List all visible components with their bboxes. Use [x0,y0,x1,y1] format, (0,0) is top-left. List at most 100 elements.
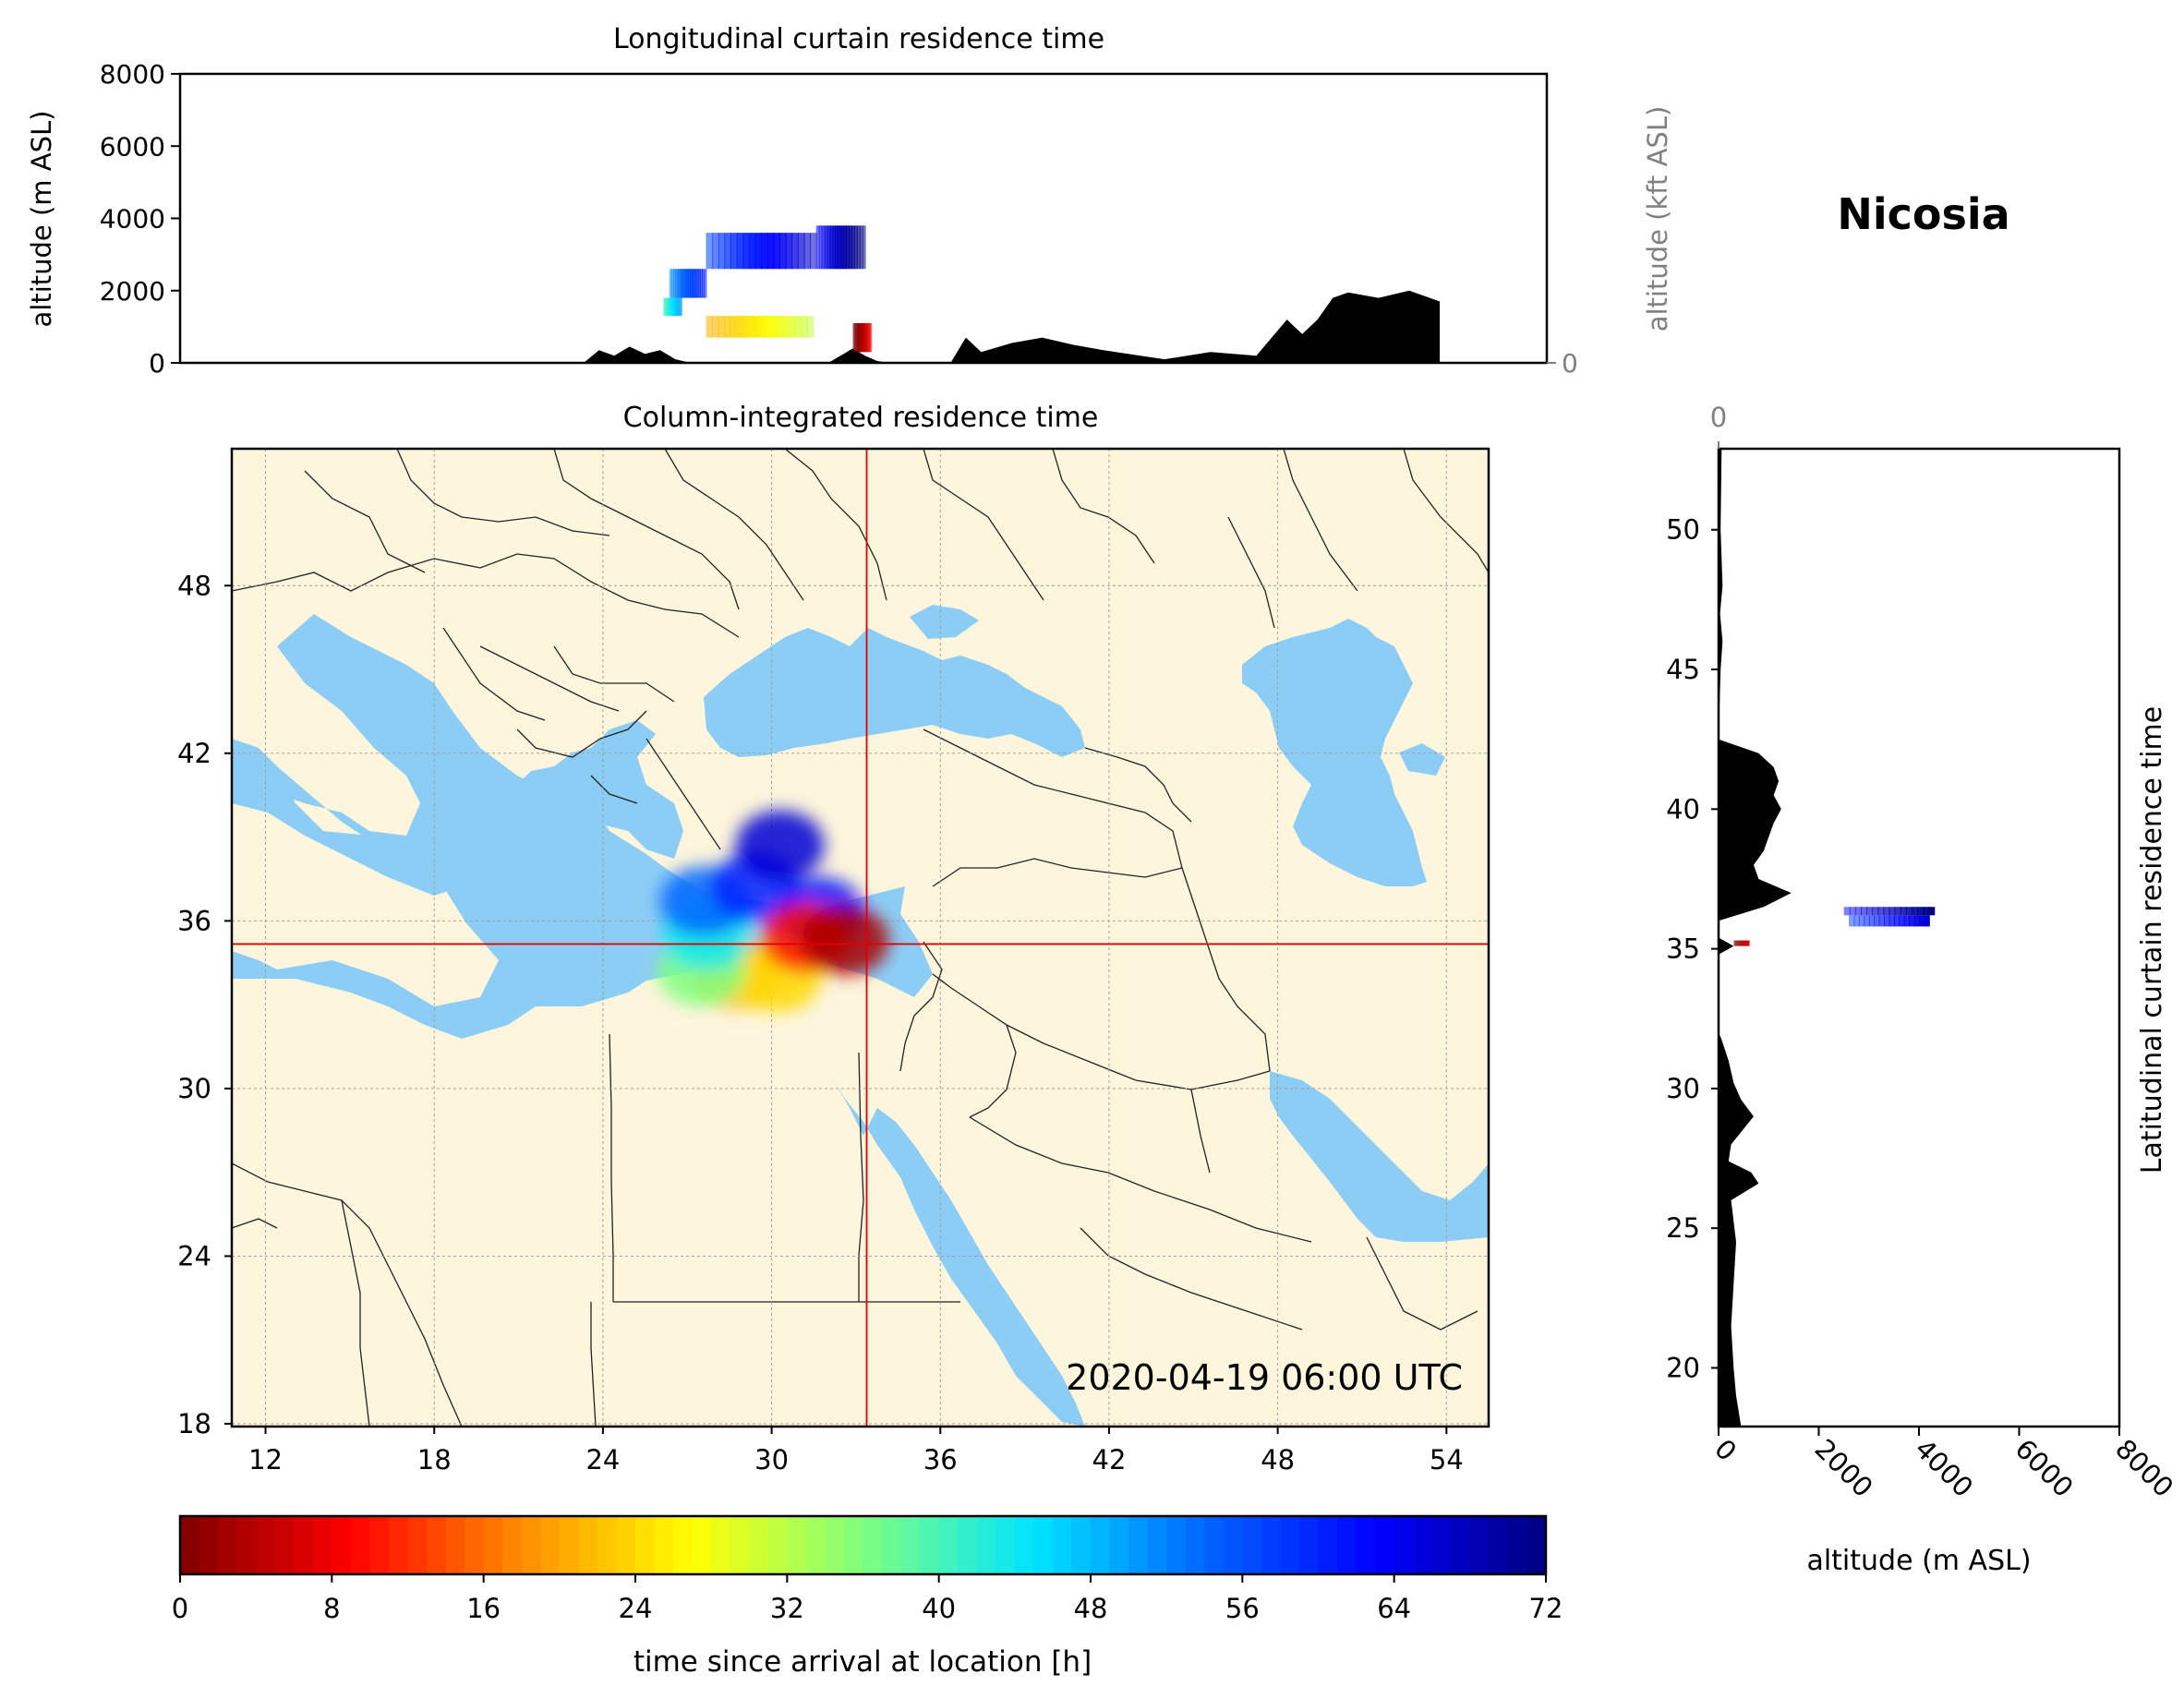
longitudinal-residence-cell [692,269,695,298]
longitudinal-residence-cell [785,233,793,270]
colorbar-cell [1223,1516,1243,1574]
colorbar-cell [312,1516,332,1574]
colorbar-tick-label: 40 [922,1593,956,1624]
colorbar-cell [1298,1516,1320,1574]
map-seas [232,605,1489,1427]
latitudinal-y-tick-label: 40 [1666,793,1700,825]
colorbar-cell [616,1516,636,1574]
colorbar-tick-label: 8 [323,1593,340,1624]
latitudinal-residence-cell [1928,907,1936,916]
colorbar-ticks: 0 8 16 24 32 40 48 56 64 72 [172,1574,1563,1624]
longitudinal-terrain [180,290,1441,363]
colorbar-tick-label: 48 [1074,1593,1108,1624]
colorbar-cell [882,1516,902,1574]
colorbar-cell [1242,1516,1262,1574]
colorbar-cell [900,1516,921,1574]
longitudinal-residence-cell [855,322,858,353]
location-title: Nicosia [1837,189,2009,239]
longitudinal-residence-cell [863,322,865,353]
longitudinal-residence-cell [706,233,714,270]
latitudinal-residence-cell [1737,940,1740,946]
plume-core [735,810,825,881]
longitudinal-y-tick-label: 8000 [100,59,165,90]
latitudinal-residence-cell [1899,915,1905,927]
longitudinal-residence-cell [862,225,866,270]
colorbar-cell [483,1516,503,1574]
colorbar-cell [1185,1516,1205,1574]
latitudinal-residence-band [1849,915,1930,927]
colorbar-cell [1052,1516,1073,1574]
latitudinal-residence-cell [1853,915,1860,927]
longitudinal-residence-cell [795,316,802,338]
longitudinal-residence-cell [670,297,674,317]
longitudinal-residence-cell [730,316,737,338]
latitudinal-residence-cell [1858,915,1865,927]
colorbar-tick-label: 56 [1225,1593,1260,1624]
longitudinal-y-ticks: 0 2000 4000 6000 8000 [100,59,180,379]
colorbar-cell [730,1516,750,1574]
longitudinal-residence-cell [685,269,689,298]
latitudinal-residence-cell [1739,940,1742,946]
longitudinal-residence-cell [765,316,773,338]
longitudinal-residence-band [663,297,682,317]
latitudinal-x-tick-label: 2000 [1809,1433,1879,1503]
colorbar-cell [294,1516,314,1574]
longitudinal-residence-cell [853,225,858,270]
latitudinal-x-tick-label: 0 [1708,1433,1743,1467]
longitudinal-residence-cell [675,269,679,298]
colorbar-cell [465,1516,485,1574]
latitudinal-xlabel: altitude (m ASL) [1806,1545,2031,1577]
colorbar-cell [388,1516,409,1574]
longitudinal-residence-cell [681,269,685,298]
longitudinal-residence-cell [723,316,731,338]
colorbar-tick-label: 72 [1529,1593,1563,1624]
colorbar-cell [654,1516,674,1574]
latitudinal-residence-cell [1919,915,1925,927]
longitudinal-residence-cell [678,297,681,317]
longitudinal-residence-cell [832,225,837,270]
aegean-sea [517,720,683,859]
colorbar-cell [1507,1516,1528,1574]
longitudinal-residence-cell [665,297,668,317]
colorbar-cell [578,1516,598,1574]
latitudinal-residence-cell [1877,907,1885,916]
latitudinal-residence-cell [1736,940,1739,946]
latitudinal-x-tick-label-top: 0 [1710,402,1727,433]
longitudinal-residence-cell [753,316,761,338]
longitudinal-residence-cell [857,322,861,353]
colorbar-cell [635,1516,656,1574]
longitudinal-residence-cell [670,297,672,317]
latitudinal-residence-cell [1742,940,1744,946]
colorbar-cell [673,1516,694,1574]
longitudinal-residence-cell [861,322,863,353]
longitudinal-residence-cell [862,322,864,353]
latitudinal-residence-cell [1738,940,1741,946]
map-y-tick-label: 36 [177,905,211,936]
longitudinal-residence-cell [670,269,675,298]
latitudinal-x-ticks: 0 2000 4000 6000 8000 [1708,1427,2179,1503]
longitudinal-residence-cell [843,225,848,270]
colorbar-tick-label: 16 [466,1593,501,1624]
map-y-tick-label: 42 [177,738,211,769]
map-x-tick-label: 42 [1092,1444,1127,1475]
longitudinal-residence-cell [704,269,707,298]
longitudinal-residence-cell [679,297,682,317]
longitudinal-residence-cell [689,269,694,298]
latitudinal-residence-band [1843,907,1936,916]
colorbar-cell [445,1516,465,1574]
latitudinal-residence-cell [1860,907,1868,916]
colorbar-cell [540,1516,561,1574]
longitudinal-residence-cell [712,233,719,270]
colorbar-cell [1128,1516,1149,1574]
longitudinal-residence-cell [687,269,691,298]
longitudinal-residence-cell [718,316,725,338]
colorbar-cell [369,1516,390,1574]
longitudinal-residence-cell [748,233,756,270]
longitudinal-y-tick-label-right: 0 [1562,348,1578,379]
longitudinal-residence-cell [838,225,842,270]
colorbar-cell [1337,1516,1357,1574]
longitudinal-residence-cell [865,322,868,353]
latitudinal-residence-cell [1872,907,1879,916]
latitudinal-residence-cell [1747,940,1750,946]
longitudinal-residence-cell [718,233,726,270]
